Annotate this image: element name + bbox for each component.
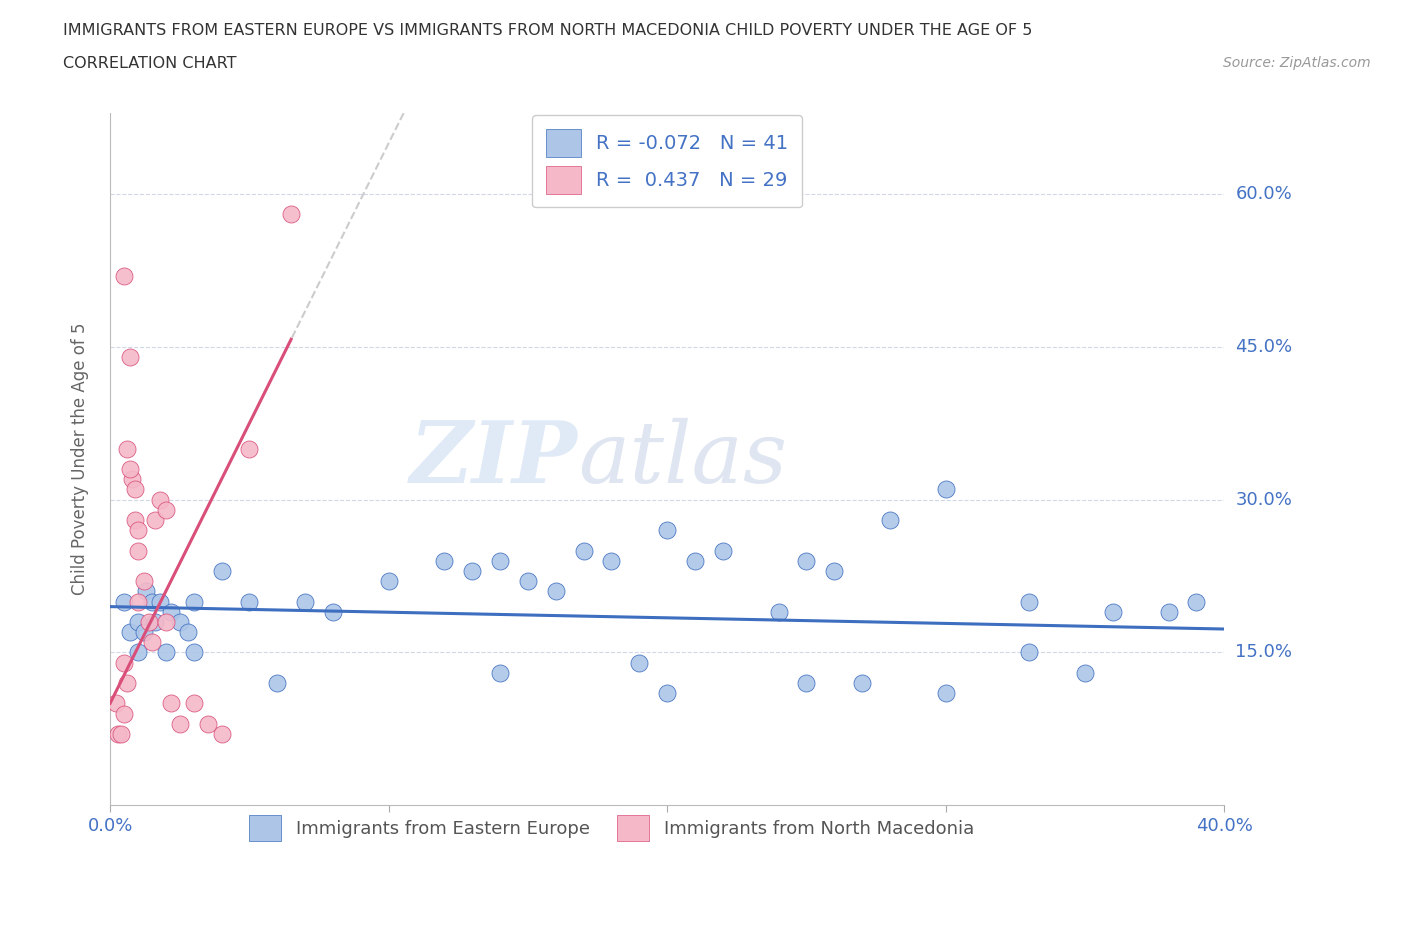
Point	[132, 625, 155, 640]
Point	[796, 553, 818, 568]
Point	[197, 716, 219, 731]
Point	[177, 625, 200, 640]
Point	[118, 350, 141, 365]
Point	[711, 543, 734, 558]
Point	[132, 574, 155, 589]
Point	[107, 726, 129, 741]
Point	[1102, 604, 1125, 619]
Point	[127, 594, 149, 609]
Point	[138, 615, 160, 630]
Point	[118, 625, 141, 640]
Point	[112, 706, 135, 721]
Point	[516, 574, 538, 589]
Point	[169, 716, 191, 731]
Text: 30.0%: 30.0%	[1236, 491, 1292, 509]
Point	[266, 675, 288, 690]
Point	[169, 615, 191, 630]
Point	[135, 584, 157, 599]
Point	[433, 553, 456, 568]
Point	[155, 615, 177, 630]
Point	[572, 543, 595, 558]
Point	[377, 574, 399, 589]
Point	[294, 594, 316, 609]
Point	[851, 675, 873, 690]
Point	[461, 564, 484, 578]
Point	[879, 512, 901, 527]
Point	[127, 645, 149, 660]
Point	[823, 564, 845, 578]
Text: 60.0%: 60.0%	[1236, 185, 1292, 203]
Point	[1074, 665, 1097, 680]
Point	[160, 604, 183, 619]
Point	[657, 523, 679, 538]
Point	[322, 604, 344, 619]
Point	[238, 442, 260, 457]
Point	[768, 604, 790, 619]
Point	[238, 594, 260, 609]
Text: ZIP: ZIP	[411, 418, 578, 500]
Point	[796, 675, 818, 690]
Point	[600, 553, 623, 568]
Text: CORRELATION CHART: CORRELATION CHART	[63, 56, 236, 71]
Point	[124, 482, 146, 497]
Point	[121, 472, 143, 486]
Point	[112, 268, 135, 283]
Point	[1185, 594, 1208, 609]
Point	[544, 584, 567, 599]
Point	[628, 656, 651, 671]
Point	[160, 696, 183, 711]
Point	[115, 675, 138, 690]
Point	[183, 696, 205, 711]
Legend: Immigrants from Eastern Europe, Immigrants from North Macedonia: Immigrants from Eastern Europe, Immigran…	[242, 808, 981, 848]
Y-axis label: Child Poverty Under the Age of 5: Child Poverty Under the Age of 5	[72, 323, 89, 595]
Text: 15.0%: 15.0%	[1236, 644, 1292, 661]
Point	[211, 564, 233, 578]
Text: Source: ZipAtlas.com: Source: ZipAtlas.com	[1223, 56, 1371, 70]
Point	[489, 553, 512, 568]
Point	[127, 523, 149, 538]
Point	[112, 656, 135, 671]
Point	[155, 645, 177, 660]
Point	[657, 685, 679, 700]
Point	[149, 492, 172, 507]
Point	[143, 512, 166, 527]
Point	[141, 594, 163, 609]
Point	[127, 615, 149, 630]
Point	[683, 553, 706, 568]
Point	[110, 726, 132, 741]
Text: 45.0%: 45.0%	[1236, 338, 1292, 356]
Text: IMMIGRANTS FROM EASTERN EUROPE VS IMMIGRANTS FROM NORTH MACEDONIA CHILD POVERTY : IMMIGRANTS FROM EASTERN EUROPE VS IMMIGR…	[63, 23, 1032, 38]
Point	[489, 665, 512, 680]
Point	[104, 696, 127, 711]
Text: atlas: atlas	[578, 418, 787, 500]
Point	[115, 442, 138, 457]
Point	[935, 482, 957, 497]
Point	[211, 726, 233, 741]
Point	[935, 685, 957, 700]
Point	[183, 645, 205, 660]
Point	[1018, 645, 1040, 660]
Point	[1157, 604, 1180, 619]
Point	[127, 543, 149, 558]
Point	[143, 615, 166, 630]
Point	[155, 502, 177, 517]
Point	[280, 207, 302, 222]
Point	[118, 461, 141, 476]
Point	[141, 635, 163, 650]
Point	[112, 594, 135, 609]
Point	[183, 594, 205, 609]
Point	[149, 594, 172, 609]
Point	[124, 512, 146, 527]
Point	[1018, 594, 1040, 609]
